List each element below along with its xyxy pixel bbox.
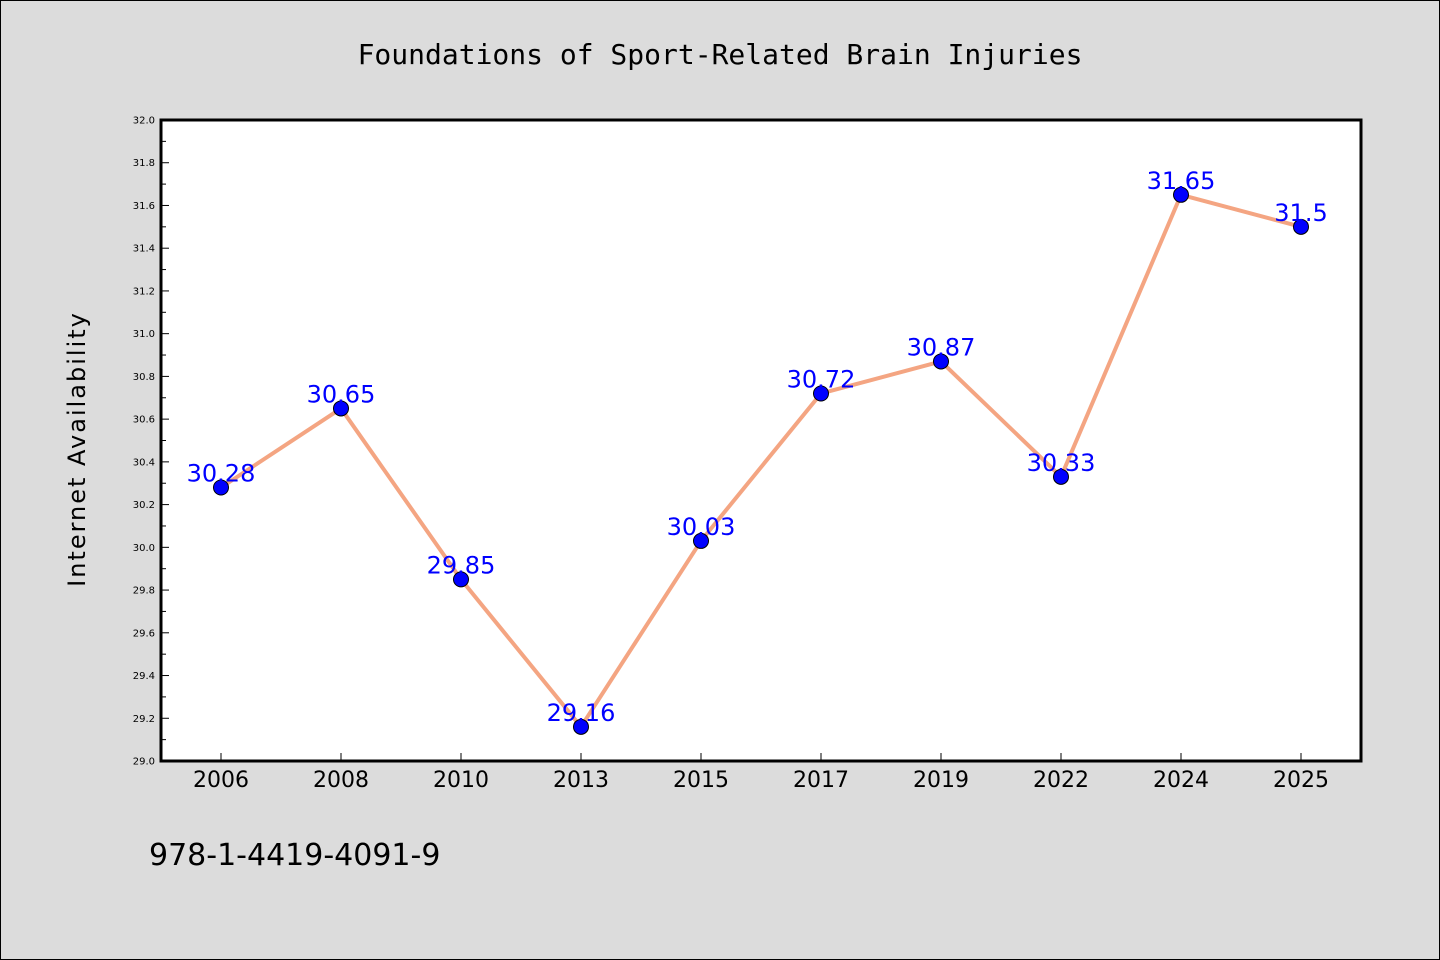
y-tick-label: 31.0 xyxy=(133,329,155,340)
data-label: 29.16 xyxy=(547,699,616,727)
x-axis: 2006 2008 2010 2013 2015 2017 2019 2022 2024 2025 xyxy=(193,753,1329,793)
x-tick-label: 2010 xyxy=(433,768,489,793)
y-tick-label: 30.0 xyxy=(133,543,155,554)
y-tick-label: 31.2 xyxy=(133,286,155,297)
data-label: 30.33 xyxy=(1027,449,1096,477)
data-label: 30.72 xyxy=(787,365,856,393)
data-point-marker xyxy=(453,571,469,588)
data-label: 30.03 xyxy=(667,513,736,541)
x-tick-label: 2008 xyxy=(313,768,369,793)
x-tick-label: 2013 xyxy=(553,768,609,793)
plot-area xyxy=(159,118,1363,763)
data-label: 30.65 xyxy=(307,380,376,408)
data-label: 31.65 xyxy=(1147,167,1216,195)
x-tick-label: 2017 xyxy=(793,768,849,793)
y-tick-label: 29.6 xyxy=(133,628,155,639)
data-point-marker xyxy=(1173,186,1189,203)
data-point-marker xyxy=(1293,218,1309,235)
data-point-marker xyxy=(213,479,229,496)
y-tick-label: 30.8 xyxy=(133,372,155,383)
y-tick-label: 29.8 xyxy=(133,586,155,597)
x-tick-label: 2015 xyxy=(673,768,729,793)
x-tick-label: 2025 xyxy=(1273,768,1329,793)
series-line xyxy=(219,192,1303,729)
y-tick-label: 30.2 xyxy=(133,500,155,511)
data-point-marker xyxy=(573,718,589,735)
data-point-marker xyxy=(813,385,829,402)
data-point-marker xyxy=(1053,468,1069,485)
y-tick-label: 31.8 xyxy=(133,158,155,169)
y-tick-label: 30.6 xyxy=(133,415,155,426)
x-tick-label: 2006 xyxy=(193,768,249,793)
chart-title: Foundations of Sport-Related Brain Injur… xyxy=(358,38,1083,71)
data-point-marker xyxy=(333,400,349,417)
y-tick-label: 30.4 xyxy=(133,457,155,468)
y-tick-label: 29.2 xyxy=(133,714,155,725)
y-tick-label: 29.4 xyxy=(133,671,155,682)
y-axis-label: Internet Availability xyxy=(63,311,91,587)
y-tick-label: 31.4 xyxy=(133,244,155,255)
data-labels-group: 30.28 30.65 29.85 29.16 30.03 30.72 30.87 30.33… xyxy=(187,167,1328,727)
data-point-marker xyxy=(693,532,709,549)
data-label: 31.5 xyxy=(1274,199,1327,227)
data-point-marker xyxy=(933,353,949,370)
x-tick-label: 2022 xyxy=(1033,768,1089,793)
isbn-text: 978-1-4419-4091-9 xyxy=(149,838,440,873)
y-tick-label: 32.0 xyxy=(133,116,155,127)
x-tick-label: 2024 xyxy=(1153,768,1209,793)
x-tick-label: 2019 xyxy=(913,768,969,793)
y-tick-label: 31.6 xyxy=(133,201,155,212)
data-label: 30.87 xyxy=(907,333,976,361)
data-label: 30.28 xyxy=(187,460,256,488)
data-label: 29.85 xyxy=(427,551,496,579)
y-tick-label: 29.0 xyxy=(133,757,155,768)
series-line-group xyxy=(219,192,1303,729)
series-markers-group xyxy=(213,186,1309,735)
y-axis: 29.0 29.2 29.4 29.6 29.8 30.0 30.2 30.4 30.6 30.8… xyxy=(133,116,169,768)
